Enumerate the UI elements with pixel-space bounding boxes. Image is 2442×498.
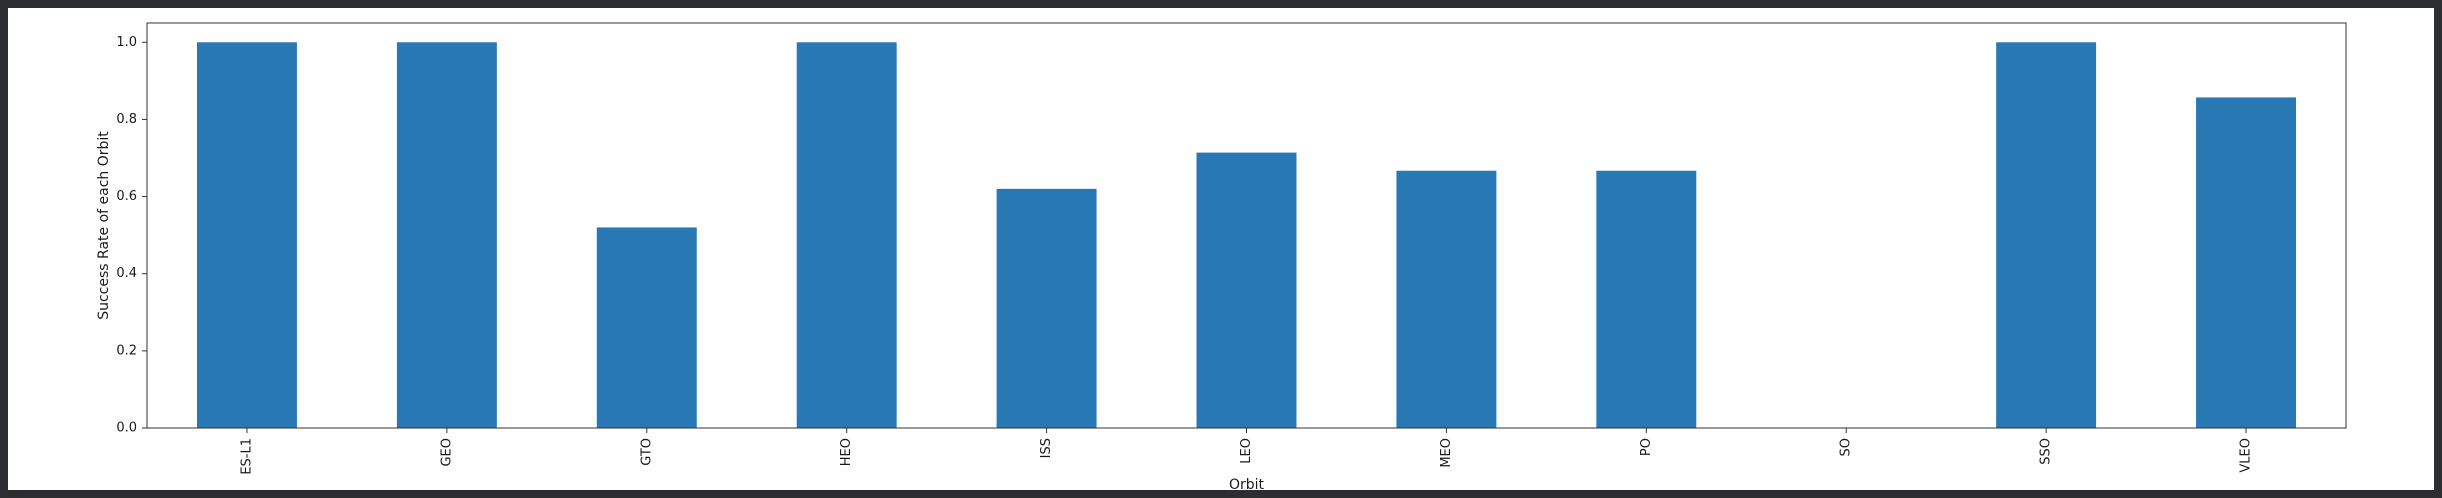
x-tick-label: SO (1839, 438, 1854, 456)
bar-geo (396, 42, 497, 429)
y-tick-label: 0.6 (116, 189, 137, 204)
bar-leo (1196, 152, 1297, 428)
y-tick-label: 1.0 (116, 35, 137, 50)
x-tick-label: SSO (2039, 438, 2054, 465)
bars-group (196, 42, 2297, 429)
bar-sso (1996, 42, 2097, 429)
x-tick-label: GTO (639, 438, 654, 466)
x-tick-label: HEO (839, 438, 854, 466)
x-tick-label: ES-L1 (239, 438, 254, 475)
plot-area-border (146, 22, 2347, 429)
y-axis-ticks: 0.0 0.2 0.4 0.6 0.8 1.0 (116, 35, 147, 436)
bar-iss (996, 188, 1097, 428)
chart-frame: 0.0 0.2 0.4 0.6 0.8 1.0 ES-L1 GEO GTO HEO ISS LEO M… (8, 8, 2434, 490)
y-tick-label: 0.2 (116, 343, 137, 358)
x-tick-label: PO (1639, 438, 1654, 456)
x-tick-label: MEO (1439, 438, 1454, 468)
bar-meo (1396, 170, 1497, 428)
bar-gto (596, 227, 697, 428)
x-axis-ticks: ES-L1 GEO GTO HEO ISS LEO MEO PO SO SSO VLEO (239, 428, 2254, 475)
bar-vleo (2196, 97, 2297, 428)
bar-es-l1 (196, 42, 297, 429)
x-tick-label: GEO (439, 438, 454, 467)
y-axis-label: Success Rate of each Orbit (96, 131, 112, 320)
y-tick-label: 0.4 (116, 266, 137, 281)
x-axis-label: Orbit (1229, 477, 1265, 490)
y-tick-label: 0.0 (116, 421, 137, 436)
x-tick-label: ISS (1039, 438, 1054, 458)
y-tick-label: 0.8 (116, 112, 137, 127)
bar-chart: 0.0 0.2 0.4 0.6 0.8 1.0 ES-L1 GEO GTO HEO ISS LEO M… (96, 22, 2347, 490)
x-tick-label: LEO (1239, 438, 1254, 464)
bar-heo (796, 42, 897, 429)
bar-po (1596, 170, 1697, 428)
x-tick-label: VLEO (2239, 438, 2254, 473)
